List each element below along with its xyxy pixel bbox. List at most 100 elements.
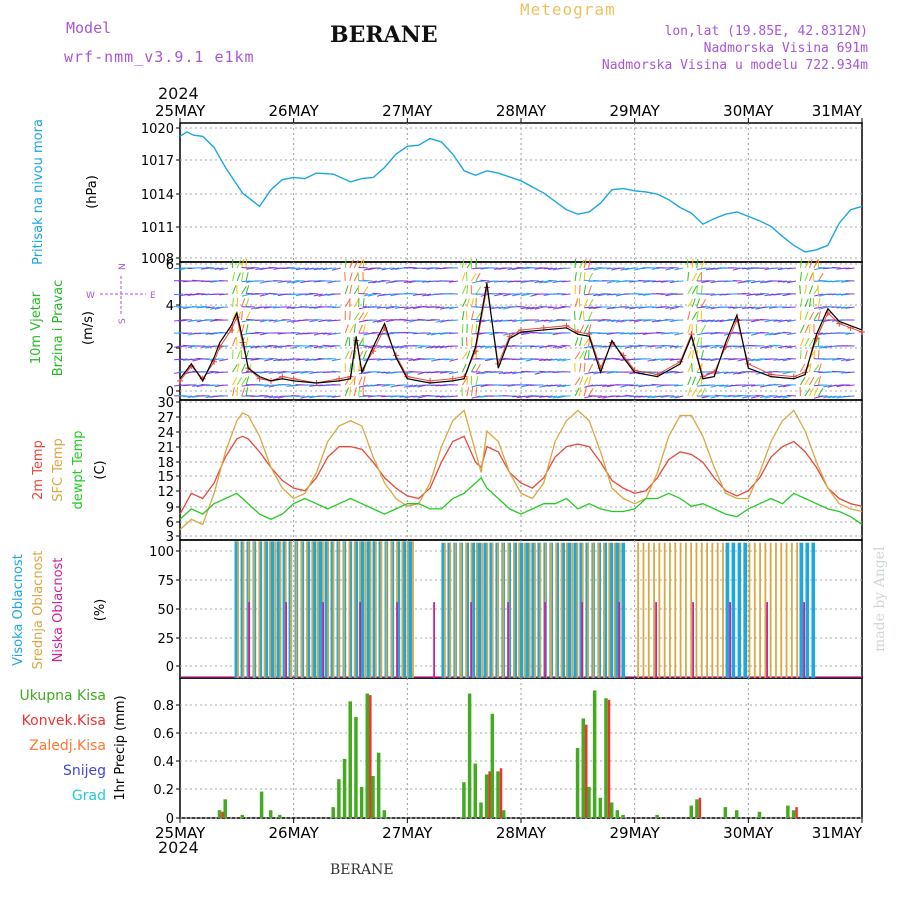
cloud-bar	[274, 541, 277, 678]
wind-barb	[777, 358, 787, 361]
wind-barb	[777, 395, 787, 398]
cloud-bar	[663, 542, 666, 678]
wind-barb	[313, 345, 323, 349]
wind-barb	[313, 280, 323, 283]
cloud-bar	[537, 542, 542, 678]
wind-barb	[461, 272, 466, 282]
wind-barb	[804, 298, 809, 308]
precip-total-bar	[655, 814, 659, 818]
wind-barb	[700, 324, 706, 334]
wind-barb	[687, 350, 692, 360]
wind-barb	[557, 358, 567, 362]
wind-barb	[521, 306, 531, 310]
wind-barb	[845, 332, 855, 335]
cloud-bar	[477, 542, 482, 678]
cloud-bar	[402, 541, 407, 678]
wind-barb	[746, 358, 756, 362]
wind-barb	[187, 395, 197, 398]
precip-total-bar	[376, 752, 381, 818]
wind-barb	[286, 384, 296, 387]
precip-convective-bar	[369, 695, 372, 818]
wind-barb	[818, 332, 828, 335]
wind-barb	[543, 267, 553, 270]
wind-barb	[381, 332, 391, 336]
wind-barb	[691, 298, 696, 308]
wind-barb	[755, 280, 765, 283]
cloud-bar	[706, 542, 708, 678]
cloud-bar	[550, 542, 552, 678]
wind-barb	[353, 324, 356, 334]
wind-barb	[376, 267, 386, 270]
wind-barb	[475, 376, 479, 386]
wind-barb	[201, 345, 211, 348]
wind-barb	[543, 384, 553, 387]
cloud-bar	[561, 542, 566, 678]
cloud-bar	[544, 602, 546, 678]
wind-barb	[404, 384, 413, 388]
wind-barb	[412, 384, 422, 388]
wind-barb	[782, 280, 792, 283]
cloud-bar	[803, 602, 805, 678]
wind-barb	[349, 386, 351, 397]
wind-barb	[823, 395, 833, 399]
wind-barb	[696, 272, 702, 282]
wind-barb	[543, 280, 553, 284]
wind-barb	[219, 279, 229, 282]
compass-n: N	[118, 263, 128, 270]
x-tick-label-bottom: 30MAY	[723, 824, 774, 842]
wind-barb	[358, 386, 361, 397]
wind-barb	[629, 358, 639, 361]
wind-barb	[701, 305, 711, 308]
y-tick-label: 6	[166, 516, 174, 531]
wind-barb	[205, 371, 215, 375]
cloud-bar	[324, 541, 329, 678]
wind-barb	[362, 324, 366, 334]
wind-barb	[539, 319, 549, 322]
cloud-bar	[609, 542, 614, 678]
wind-barb	[674, 384, 684, 387]
wind-barb	[196, 292, 206, 295]
wind-barb	[804, 285, 807, 295]
wind-barb	[574, 310, 576, 321]
wind-barb	[633, 384, 643, 387]
sfc-temp-line	[179, 409, 863, 531]
wind-barb	[561, 358, 571, 362]
cloud-bar	[360, 541, 365, 678]
wind-barb	[236, 376, 243, 386]
wind-barb	[309, 319, 319, 323]
wind-barb	[277, 371, 287, 374]
wind-barb	[245, 387, 249, 397]
wind-barb	[210, 384, 220, 387]
wind-barb	[210, 319, 220, 322]
wind-barb	[620, 267, 630, 271]
wind-barb	[507, 267, 517, 271]
wind-barb	[309, 267, 319, 270]
wind-barb	[845, 358, 855, 362]
cloud-bar	[312, 541, 317, 678]
wind-barb	[502, 280, 513, 283]
wind-barb	[588, 388, 594, 397]
wind-barb	[719, 384, 729, 387]
wind-barb	[782, 331, 792, 334]
wind-barb	[268, 292, 278, 295]
wind-barb	[548, 344, 558, 347]
cloud-bar	[748, 542, 751, 678]
wind-barb	[353, 312, 360, 321]
wind-barb	[304, 293, 314, 296]
model-name: wrf-nmm_v3.9.1 e1km	[64, 48, 255, 66]
wind-barb	[475, 272, 481, 282]
ylabel-low-cloud: Niska Oblacnost	[51, 558, 66, 663]
cloud-bar	[615, 542, 620, 678]
wind-barb	[691, 311, 698, 321]
precip-total-bar	[259, 791, 264, 818]
precip-total-bar	[217, 810, 222, 818]
wind-barb	[381, 306, 391, 309]
cloud-bar	[306, 541, 311, 678]
cloud-bar	[359, 602, 361, 678]
wind-barb	[412, 358, 422, 361]
wind-barb	[768, 332, 778, 336]
wind-barb	[764, 395, 774, 399]
wind-barb	[588, 376, 592, 386]
wind-barb	[362, 350, 367, 360]
wind-barb	[579, 272, 582, 282]
